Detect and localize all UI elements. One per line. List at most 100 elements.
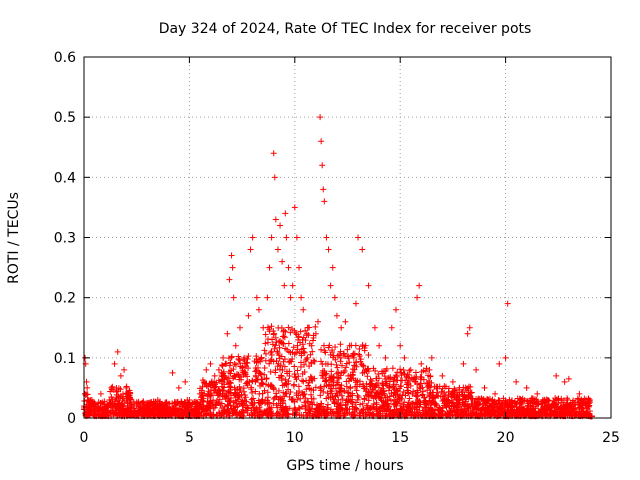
data-point-noise: [347, 372, 354, 379]
data-point-noise: [158, 409, 165, 416]
x-tick-label: 25: [602, 430, 620, 446]
data-point-noise: [352, 383, 359, 390]
data-point-noise: [383, 405, 390, 412]
data-point-noise: [469, 401, 476, 408]
data-point-noise: [373, 399, 380, 406]
data-point-noise: [502, 397, 509, 404]
data-point-noise: [220, 368, 227, 375]
data-point-noise: [294, 367, 301, 374]
data-point: [272, 216, 279, 223]
data-point-noise: [324, 401, 331, 408]
data-point-noise: [455, 386, 462, 393]
data-point-noise: [335, 375, 342, 382]
data-point-noise: [317, 392, 324, 399]
data-point-noise: [393, 381, 400, 388]
data-point-noise: [283, 381, 290, 388]
data-point: [127, 396, 134, 403]
data-point-noise: [84, 391, 91, 398]
data-point-noise: [529, 405, 536, 412]
data-point: [449, 378, 456, 385]
data-point-noise: [211, 379, 218, 386]
data-point-noise: [85, 404, 92, 411]
data-point: [308, 342, 315, 349]
data-point: [230, 294, 237, 301]
data-point-noise: [491, 399, 498, 406]
data-point-noise: [359, 400, 366, 407]
data-point-noise: [404, 384, 411, 391]
data-point-noise: [230, 399, 237, 406]
data-point-noise: [468, 395, 475, 402]
data-point-noise: [119, 395, 126, 402]
data-point: [325, 246, 332, 253]
data-point-noise: [136, 410, 143, 417]
data-point-noise: [327, 408, 334, 415]
data-point: [561, 378, 568, 385]
data-point-noise: [305, 332, 312, 339]
data-point-noise: [484, 402, 491, 409]
data-point-noise: [400, 367, 407, 374]
data-point: [382, 354, 389, 361]
data-point-noise: [241, 392, 248, 399]
data-point-noise: [328, 368, 335, 375]
data-series: [81, 114, 595, 420]
data-point-noise: [273, 390, 280, 397]
data-point-noise: [359, 362, 366, 369]
data-point-noise: [436, 411, 443, 418]
data-point-noise: [245, 353, 252, 360]
data-point: [352, 300, 359, 307]
data-point-noise: [367, 376, 374, 383]
data-point-noise: [299, 391, 306, 398]
data-point-noise: [500, 408, 507, 415]
data-point-noise: [355, 394, 362, 401]
data-point-noise: [301, 399, 308, 406]
data-point-noise: [368, 404, 375, 411]
data-point-noise: [235, 353, 242, 360]
data-point-noise: [350, 369, 357, 376]
data-point-noise: [381, 392, 388, 399]
data-point-noise: [347, 384, 354, 391]
data-point-noise: [310, 337, 317, 344]
data-point: [576, 390, 583, 397]
y-axis-label: ROTI / TECUs: [6, 192, 22, 284]
data-point-noise: [280, 333, 287, 340]
data-point-noise: [116, 405, 123, 412]
data-point-noise: [291, 363, 298, 370]
data-point-noise: [233, 411, 240, 418]
data-point: [407, 366, 414, 373]
data-point-noise: [101, 409, 108, 416]
data-point-noise: [257, 382, 264, 389]
data-point-noise: [531, 409, 538, 416]
data-point-noise: [222, 374, 229, 381]
data-point: [317, 114, 324, 121]
data-point: [255, 306, 262, 313]
data-point-noise: [341, 410, 348, 417]
data-point-noise: [337, 388, 344, 395]
data-point-noise: [575, 404, 582, 411]
data-point-noise: [272, 342, 279, 349]
data-point-noise: [437, 406, 444, 413]
data-point: [466, 324, 473, 331]
y-tick-label: 0.2: [54, 291, 76, 307]
data-point-noise: [367, 392, 374, 399]
data-point-noise: [261, 387, 268, 394]
data-point-noise: [328, 361, 335, 368]
data-point-noise: [237, 363, 244, 370]
data-point: [414, 294, 421, 301]
data-point: [312, 330, 319, 337]
data-point-noise: [272, 334, 279, 341]
data-point-noise: [115, 409, 122, 416]
data-point-noise: [306, 377, 313, 384]
data-point-noise: [334, 364, 341, 371]
data-point: [241, 354, 248, 361]
data-point-noise: [133, 411, 140, 418]
data-point-noise: [455, 397, 462, 404]
data-point-noise: [383, 365, 390, 372]
data-point-noise: [547, 404, 554, 411]
data-point-noise: [95, 407, 102, 414]
data-point-noise: [365, 365, 372, 372]
data-point-noise: [427, 389, 434, 396]
data-point: [133, 402, 140, 409]
data-point-noise: [336, 404, 343, 411]
data-point-noise: [278, 339, 285, 346]
data-point-noise: [274, 409, 281, 416]
